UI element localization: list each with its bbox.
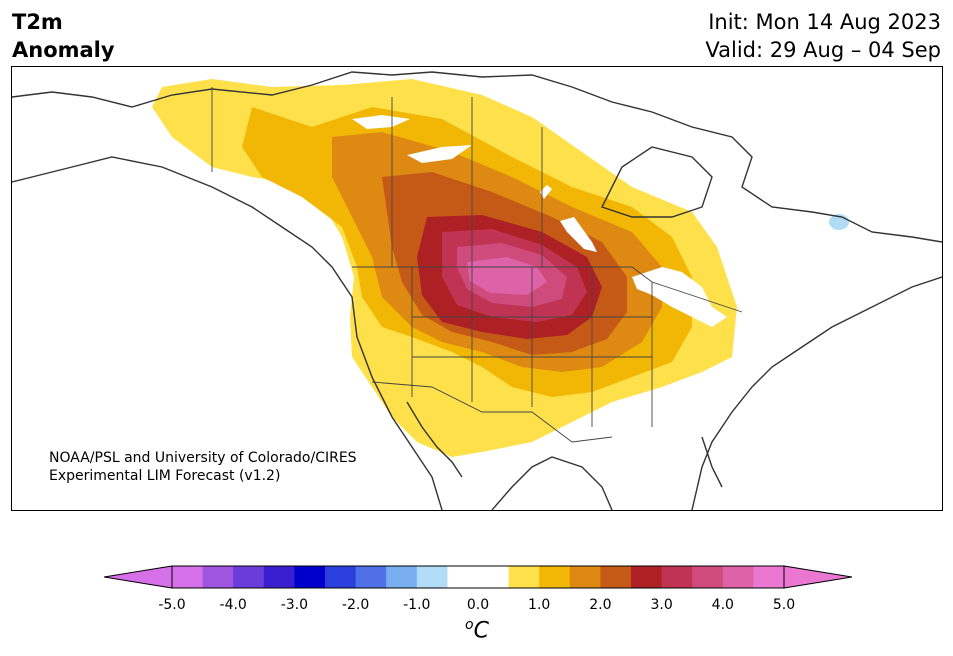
great-lakes <box>632 267 727 327</box>
date-info: Init: Mon 14 Aug 2023 Valid: 29 Aug – 04… <box>705 8 941 64</box>
colorbar-tick-label: 2.0 <box>589 597 612 613</box>
colorbar-tick-label: 5.0 <box>772 597 796 613</box>
lake-winnipeg <box>560 217 597 252</box>
colorbar-cell <box>539 566 571 588</box>
colorbar-cell <box>172 566 204 588</box>
colorbar-cell <box>631 566 663 588</box>
colorbar-cell <box>722 566 754 588</box>
colorbar <box>104 565 852 589</box>
colorbar-cell <box>325 566 357 588</box>
init-date: Init: Mon 14 Aug 2023 <box>708 10 941 34</box>
title-line-2: Anomaly <box>12 38 115 62</box>
colorbar-cell <box>233 566 265 588</box>
colorbar-cell <box>569 566 601 588</box>
colorbar-cell <box>294 566 326 588</box>
baja-coast <box>406 401 463 478</box>
colorbar-cell <box>355 566 387 588</box>
colorbar-tick-label: 3.0 <box>650 597 673 613</box>
hudson-bay <box>601 146 713 218</box>
credit-line-2: Experimental LIM Forecast (v1.2) <box>49 468 281 484</box>
colorbar-cell <box>753 566 785 588</box>
colorbar-tick-label: -3.0 <box>280 597 309 613</box>
florida-coast <box>701 436 723 488</box>
contour-4-5 <box>467 257 547 295</box>
colorbar-cell <box>508 566 540 588</box>
credit-line-1: NOAA/PSL and University of Colorado/CIRE… <box>49 450 357 466</box>
colorbar-tick-label: -2.0 <box>341 597 370 613</box>
colorbar-cells <box>104 565 852 589</box>
unit-degree: o <box>465 617 474 633</box>
great-slave-lake <box>407 145 472 163</box>
us-mexico-border <box>371 381 613 443</box>
colorbar-tick-label: -4.0 <box>219 597 247 613</box>
colorbar-cell <box>202 566 234 588</box>
credit-text: NOAA/PSL and University of Colorado/CIRE… <box>49 449 357 485</box>
colorbar-tick-label: -5.0 <box>158 597 186 613</box>
colorbar-cell <box>478 566 510 588</box>
title-line-1: T2m <box>12 10 63 34</box>
north-america-outline <box>12 71 942 510</box>
colorbar-frame <box>171 565 785 589</box>
colorbar-over-arrow <box>783 565 852 589</box>
colorbar-cell <box>661 566 693 588</box>
small-lake <box>540 185 552 199</box>
colorbar-tick-label: -1.0 <box>403 597 431 613</box>
unit-label: oC <box>465 617 489 643</box>
coastlines <box>12 71 942 510</box>
colorbar-tick-label: 4.0 <box>711 597 734 613</box>
colorbar-cell <box>386 566 418 588</box>
anomaly-map <box>11 66 943 511</box>
colorbar-cell <box>600 566 632 588</box>
anomaly-contours <box>152 79 849 457</box>
colorbar-cell <box>416 566 448 588</box>
colorbar-tick-label: 1.0 <box>528 597 551 613</box>
map-title: T2m Anomaly <box>12 8 115 64</box>
valid-date: Valid: 29 Aug – 04 Sep <box>705 38 941 62</box>
colorbar-cell <box>692 566 724 588</box>
unit-symbol: C <box>473 618 489 644</box>
great-bear-lake <box>352 115 410 129</box>
colorbar-under-arrow <box>104 565 173 589</box>
colorbar-cell <box>447 566 479 588</box>
political-borders <box>211 87 743 443</box>
colorbar-cell <box>263 566 295 588</box>
map-svg <box>12 71 942 510</box>
colorbar-tick-label: 0.0 <box>466 597 490 613</box>
